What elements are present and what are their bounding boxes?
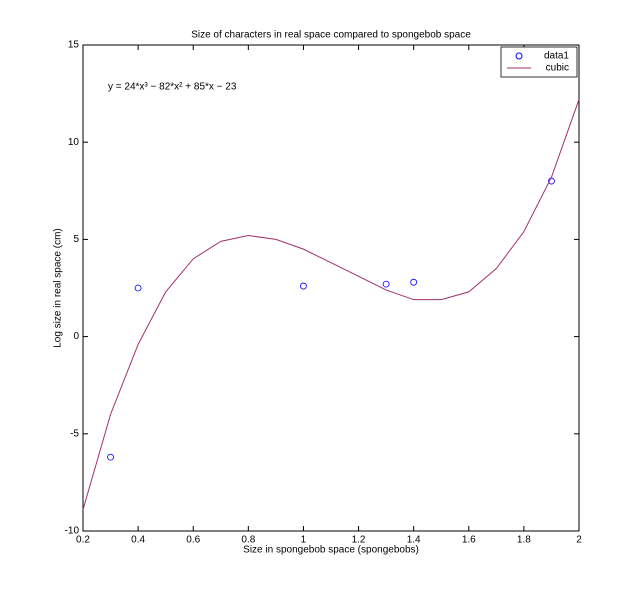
y-tick-label: -10 [65, 526, 80, 537]
y-axis-label: Log size in real space (cm) [53, 228, 64, 348]
legend-symbol [515, 52, 523, 60]
legend-label: cubic [546, 63, 569, 74]
data-point [410, 278, 418, 286]
legend-box [500, 46, 578, 78]
data-point [300, 282, 307, 290]
data-point [107, 453, 114, 461]
data-point [382, 280, 390, 288]
x-tick-label: 1 [301, 535, 307, 546]
x-tick-label: 0.6 [186, 535, 200, 546]
x-tick-label: 1.8 [517, 535, 531, 546]
x-tick-label: 1.4 [407, 535, 421, 546]
x-tick-label: 2 [576, 535, 582, 546]
annotation: y = 24*x³ − 82*x² + 85*x − 23 [108, 82, 237, 93]
legend-label: data1 [544, 51, 569, 62]
data-point [134, 284, 142, 292]
x-tick-label: 1.2 [352, 535, 366, 546]
plot-frame [82, 44, 580, 532]
x-tick-label: 0.2 [76, 535, 90, 546]
chart-title: Size of characters in real space compare… [191, 30, 471, 41]
y-tick-label: 5 [73, 234, 79, 245]
y-tick-label: 15 [68, 40, 80, 51]
y-tick-label: -5 [70, 428, 79, 439]
x-axis-label: Size in spongebob space (spongebobs) [243, 545, 419, 556]
y-tick-label: 0 [73, 331, 79, 342]
x-tick-label: 0.8 [241, 535, 255, 546]
y-tick-label: 10 [68, 137, 80, 148]
x-tick-label: 1.6 [462, 535, 476, 546]
fit-line [82, 99, 580, 510]
x-tick-label: 0.4 [131, 535, 145, 546]
